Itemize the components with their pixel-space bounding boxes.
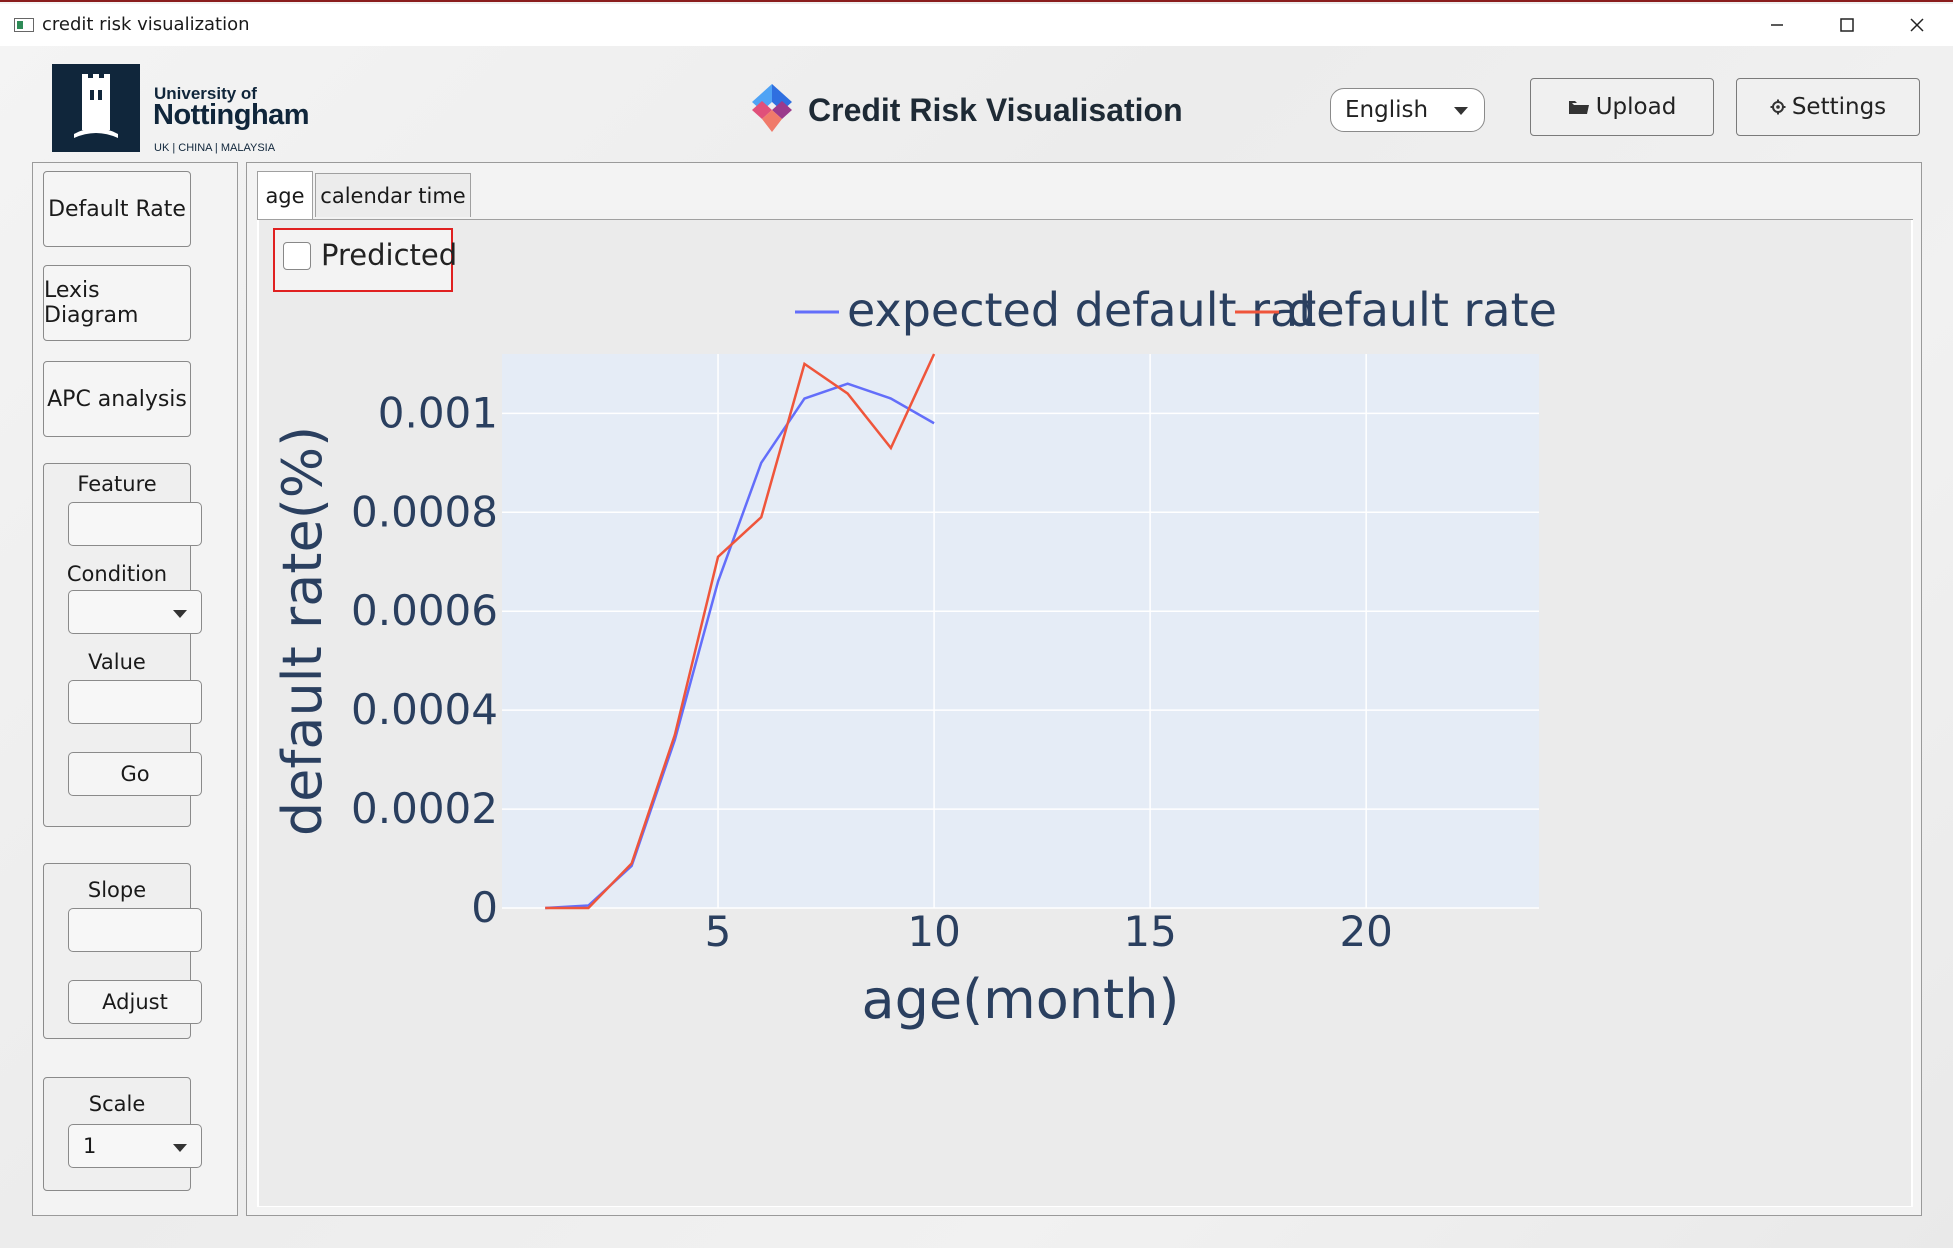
settings-label: Settings [1791,94,1887,120]
sidebar: Default Rate Lexis Diagram APC analysis … [32,162,238,1216]
window-title: credit risk visualization [42,14,250,35]
predicted-label: Predicted [321,238,458,272]
scale-group: Scale 1 [43,1077,202,1191]
y-tick-label: 0.0004 [351,685,498,734]
chevron-down-icon [173,1144,187,1152]
go-button[interactable]: Go [68,752,202,796]
x-tick-label: 10 [907,907,960,956]
main-panel: age calendar time 5 10 15 20 0 0.0002 0.0004 0.… [246,162,1922,1216]
y-tick-label: 0.0002 [351,784,498,833]
x-axis-label: age(month) [862,968,1180,1031]
scale-select[interactable]: 1 [68,1124,202,1168]
settings-button[interactable]: Settings [1736,78,1920,136]
app-icon [14,18,34,32]
logo-text-line1: University of [154,84,257,103]
scale-label: Scale [88,1092,146,1116]
castle-logo-icon [52,64,140,152]
adjust-button[interactable]: Adjust [68,980,202,1024]
default-rate-chart: 5 10 15 20 0 0.0002 0.0004 0.0006 0.0008 0.001 age… [271,283,1557,1031]
slope-label: Slope [87,878,147,902]
minimize-button[interactable] [1742,4,1812,46]
minimize-icon [1771,24,1783,26]
default-rate-button[interactable]: Default Rate [43,171,191,247]
logo-text-line3: UK | CHINA | MALAYSIA [154,142,276,154]
apc-analysis-button[interactable]: APC analysis [43,361,191,437]
x-tick-label: 15 [1123,907,1176,956]
close-icon [1910,18,1924,32]
title-bar: credit risk visualization [0,4,1953,46]
maximize-button[interactable] [1812,4,1882,46]
app-logo-icon [752,84,792,132]
legend-label: expected default rate [847,283,1345,337]
x-tick-label: 5 [705,907,732,956]
header: University of Nottingham UK | CHINA | MA… [0,46,1953,164]
chevron-down-icon [173,610,187,618]
app-title-text: Credit Risk Visualisation [808,91,1183,128]
close-button[interactable] [1882,4,1952,46]
tab-calendar-time[interactable]: calendar time [315,173,471,217]
chevron-down-icon [1454,107,1468,115]
tab-panel-age: 5 10 15 20 0 0.0002 0.0004 0.0006 0.0008 0.001 age… [257,219,1913,1207]
predicted-toggle[interactable]: Predicted [273,228,457,292]
predicted-checkbox[interactable] [283,242,311,270]
slope-group: Slope Adjust [43,863,202,1039]
condition-label: Condition [66,562,168,586]
y-tick-label: 0.0006 [351,586,498,635]
lexis-diagram-button[interactable]: Lexis Diagram [43,265,191,341]
logo-text-line2: Nottingham [153,99,310,131]
plot-background [502,354,1539,908]
y-axis-label: default rate(%) [271,426,334,836]
legend-label: default rate [1287,283,1557,337]
y-tick-label: 0.001 [378,388,498,437]
feature-input[interactable] [68,502,202,546]
tab-age[interactable]: age [257,171,313,219]
upload-label: Upload [1595,94,1677,120]
value-label: Value [88,650,146,674]
gear-icon [1770,99,1786,115]
folder-icon [1568,101,1589,114]
x-tick-label: 20 [1339,907,1392,956]
filter-group: Feature Condition Value Go [43,463,202,827]
y-tick-label: 0 [471,883,498,932]
condition-select[interactable] [68,590,202,634]
language-selected-value: English [1345,97,1429,123]
maximize-icon [1840,18,1854,32]
feature-label: Feature [77,472,157,496]
upload-button[interactable]: Upload [1530,78,1714,136]
slope-input[interactable] [68,908,202,952]
series-line [545,353,936,910]
value-input[interactable] [68,680,202,724]
university-logo: University of Nottingham UK | CHINA | MA… [52,64,310,156]
plot-area: 5 10 15 20 0 0.0002 0.0004 0.0006 0.0008 0.001 age… [259,220,1911,1206]
y-tick-label: 0.0008 [351,487,498,536]
language-select[interactable]: English [1330,88,1485,132]
app-title: Credit Risk Visualisation [752,84,1183,134]
scale-selected-value: 1 [83,1134,97,1158]
